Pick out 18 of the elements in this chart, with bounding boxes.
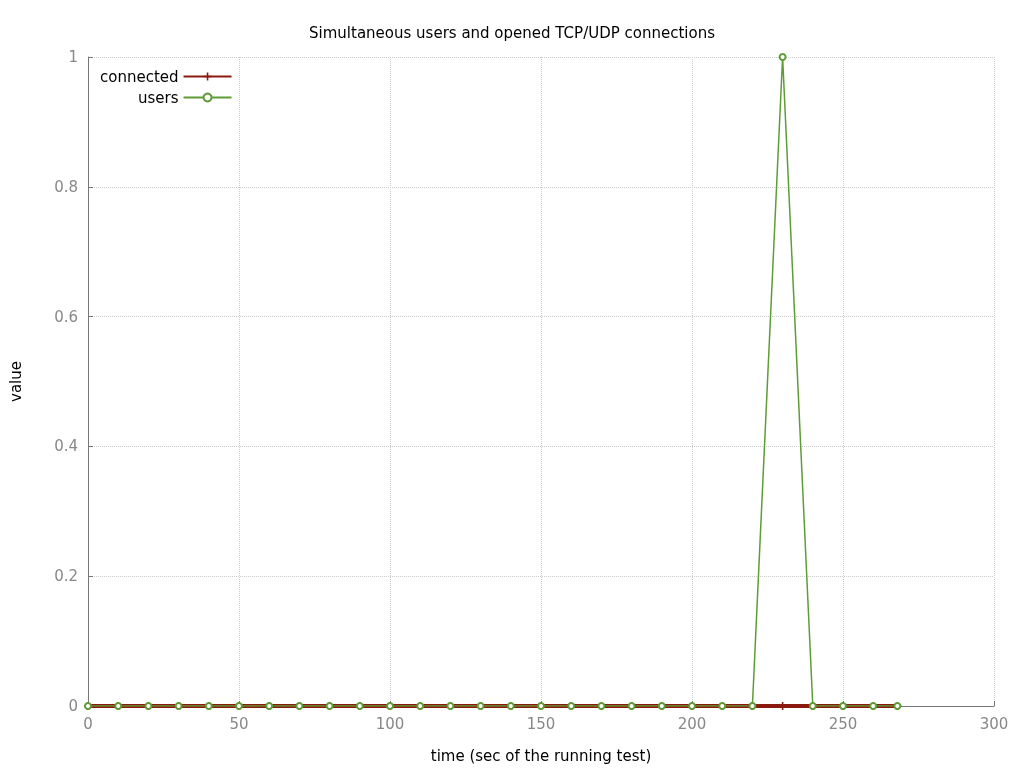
x-axis-title: time (sec of the running test) — [430, 746, 652, 765]
x-tick-label: 0 — [83, 714, 93, 733]
x-tick-label: 200 — [677, 714, 707, 733]
x-tick-label: 100 — [375, 714, 405, 733]
legend-label: connected — [100, 67, 179, 86]
y-tick-label: 0.8 — [54, 177, 78, 196]
x-tick-label: 250 — [828, 714, 858, 733]
legend-label: users — [138, 88, 179, 107]
x-tick-label: 150 — [526, 714, 556, 733]
chart-title: Simultaneous users and opened TCP/UDP connections — [309, 23, 716, 42]
y-axis-title: value — [6, 361, 25, 402]
x-tick-label: 300 — [979, 714, 1009, 733]
y-tick-label: 0 — [68, 697, 78, 715]
y-tick-label: 0.2 — [54, 567, 78, 586]
x-tick-label: 50 — [229, 714, 249, 733]
y-tick-label: 1 — [68, 48, 78, 66]
y-tick-label: 0.6 — [54, 307, 78, 326]
y-tick-label: 0.4 — [54, 437, 78, 456]
